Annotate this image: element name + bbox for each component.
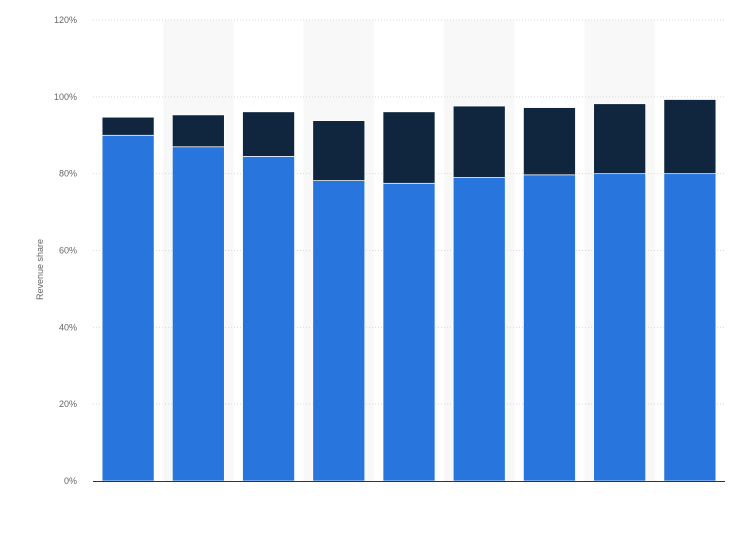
bar-series-1[interactable] <box>382 182 436 482</box>
bar-series-2[interactable] <box>382 111 436 184</box>
y-tick-label: 60% <box>59 246 77 256</box>
y-tick-label: 120% <box>54 15 77 25</box>
bar-series-2[interactable] <box>242 111 295 157</box>
bar-series-1[interactable] <box>312 180 366 482</box>
bar-series-2[interactable] <box>171 114 225 148</box>
bar-series-1[interactable] <box>101 134 155 482</box>
bar-series-2[interactable] <box>452 105 506 178</box>
bars <box>101 99 717 482</box>
y-axis-label: Revenue share <box>35 239 45 300</box>
y-tick-label: 0% <box>64 476 77 486</box>
bar-series-1[interactable] <box>663 173 717 482</box>
y-tick-label: 20% <box>59 399 77 409</box>
bar-series-1[interactable] <box>523 174 576 482</box>
bar-series-2[interactable] <box>663 99 717 175</box>
bar-series-2[interactable] <box>312 120 366 181</box>
bar-series-2[interactable] <box>101 116 155 136</box>
y-tick-label: 100% <box>54 92 77 102</box>
y-tick-label: 40% <box>59 322 77 332</box>
bar-series-1[interactable] <box>452 177 506 482</box>
y-tick-label: 80% <box>59 169 77 179</box>
bar-series-1[interactable] <box>171 146 225 482</box>
bar-series-1[interactable] <box>242 156 295 482</box>
y-axis-ticks: 0% 20% 40% 60% 80% 100% 120% <box>54 15 77 486</box>
bar-series-2[interactable] <box>593 103 647 175</box>
bar-series-2[interactable] <box>523 107 576 176</box>
bar-series-1[interactable] <box>593 173 647 482</box>
